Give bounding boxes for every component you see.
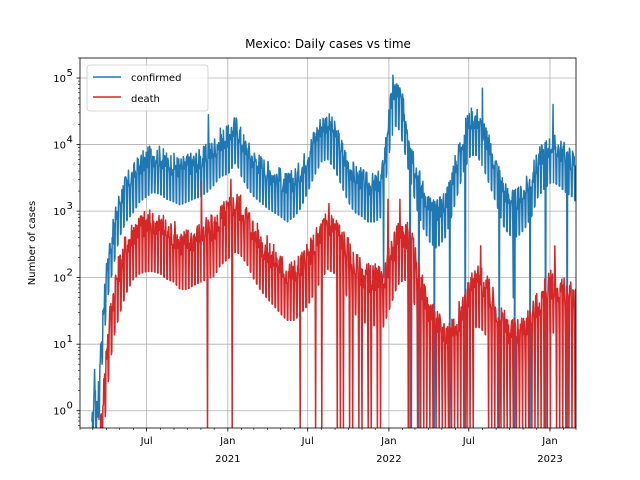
y-tick-label: 10 — [53, 141, 66, 152]
x-tick-sublabel: 2021 — [215, 454, 240, 465]
y-tick-label: 10 — [53, 74, 66, 85]
x-tick-label: Jan — [219, 436, 235, 447]
x-tick-label: Jan — [541, 436, 557, 447]
x-tick-sublabel: 2023 — [537, 454, 562, 465]
x-axis: Jul Jan 2021 Jul Jan 2022 Jul Jan 2023 — [79, 428, 577, 465]
y-tick-exponent: 2 — [67, 268, 73, 279]
series-line-confirmed — [91, 74, 576, 428]
y-tick-exponent: 0 — [67, 401, 73, 412]
y-tick-label: 10 — [53, 340, 66, 351]
y-tick-label: 10 — [53, 407, 66, 418]
chart-title: Mexico: Daily cases vs time — [245, 37, 411, 51]
y-tick-exponent: 5 — [67, 68, 73, 79]
y-tick-label: 10 — [53, 207, 66, 218]
y-tick-exponent: 1 — [67, 334, 73, 345]
x-tick-label: Jul — [140, 436, 153, 447]
legend: confirmed death — [86, 64, 209, 112]
plot-frame — [79, 57, 577, 429]
x-tick-label: Jul — [301, 436, 314, 447]
y-tick-exponent: 3 — [67, 201, 73, 212]
y-tick-exponent: 4 — [67, 135, 73, 146]
series-layer — [91, 74, 576, 428]
x-tick-label: Jul — [462, 436, 475, 447]
x-tick-sublabel: 2022 — [376, 454, 401, 465]
series-line-death — [99, 178, 576, 428]
legend-label-death: death — [131, 94, 160, 105]
y-axis-label: Number of cases — [27, 201, 38, 285]
y-tick-label: 10 — [53, 274, 66, 285]
x-tick-label: Jan — [380, 436, 396, 447]
legend-label-confirmed: confirmed — [131, 73, 181, 84]
